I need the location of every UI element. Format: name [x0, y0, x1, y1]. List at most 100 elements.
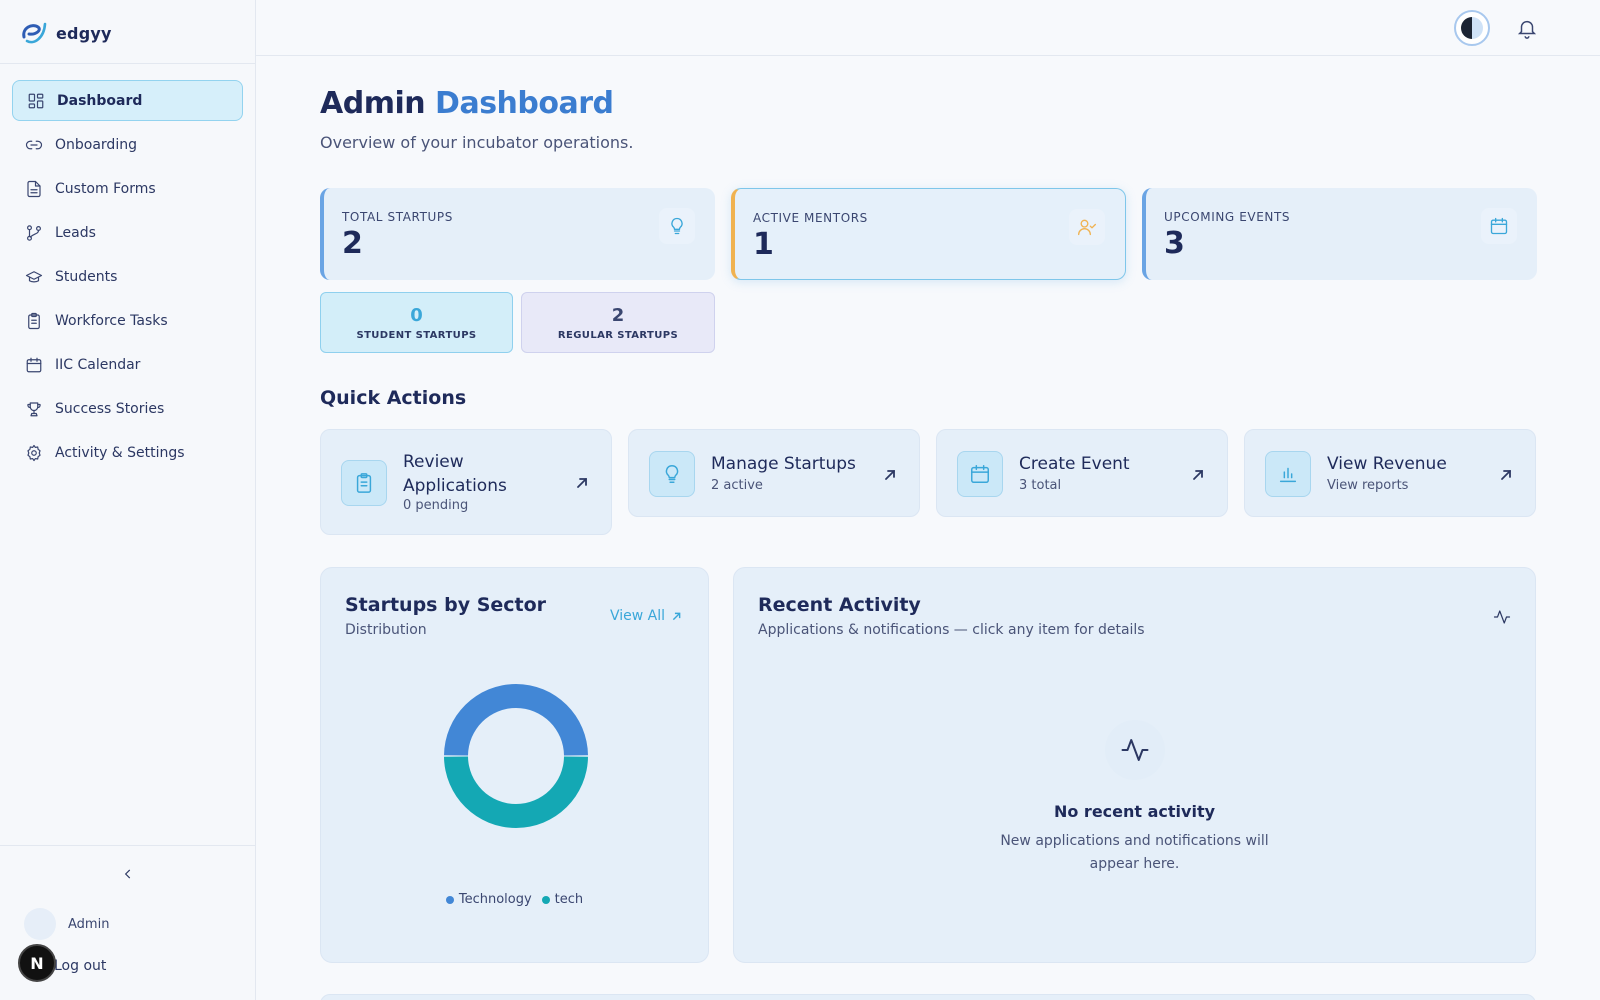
recent-activity-panel: Recent Activity Applications & notificat…	[733, 567, 1536, 963]
calendar-icon	[971, 465, 989, 483]
stat-value: 2	[342, 226, 363, 261]
page-title-accent: Dashboard	[435, 86, 614, 121]
sidebar-item-activity-settings[interactable]: Activity & Settings	[12, 432, 243, 473]
stat-value: 1	[753, 227, 774, 262]
quick-action-create-event[interactable]: Create Event 3 total	[936, 429, 1228, 517]
regular-startups-label: REGULAR STARTUPS	[557, 330, 679, 341]
sidebar-item-label: Leads	[55, 224, 96, 241]
panel-subtitle: Distribution	[345, 622, 427, 638]
legend-item: Technology	[445, 892, 532, 907]
quick-action-icon-wrap	[341, 460, 387, 506]
collapse-sidebar-button[interactable]	[118, 864, 138, 884]
avatar	[24, 908, 56, 940]
stat-label: ACTIVE MENTORS	[753, 211, 868, 225]
stat-card-total-startups[interactable]: TOTAL STARTUPS 2	[320, 188, 715, 280]
view-all-label: View All	[609, 608, 665, 624]
empty-state-text: New applications and notifications will …	[1000, 833, 1269, 872]
arrow-up-right-icon	[1191, 467, 1205, 481]
activity-icon	[1493, 608, 1511, 626]
sidebar-item-label: Dashboard	[57, 92, 143, 109]
quick-action-title: View Revenue	[1327, 454, 1447, 474]
stat-icon-wrap	[1481, 208, 1517, 244]
empty-state-icon	[1104, 720, 1165, 780]
next-panel-edge	[320, 994, 1536, 1000]
trophy-icon	[27, 401, 41, 416]
clipboard-icon	[28, 312, 40, 329]
quick-action-title: Review Applications	[403, 452, 507, 496]
stat-icon-wrap	[659, 208, 695, 244]
regular-startups-card[interactable]: 2 REGULAR STARTUPS	[521, 292, 715, 353]
sidebar-item-dashboard[interactable]: Dashboard	[12, 80, 243, 121]
chevron-left-icon	[124, 869, 131, 879]
bell-icon	[1517, 20, 1537, 39]
panel-title: Startups by Sector	[345, 594, 547, 616]
logout-button[interactable]: Log out	[54, 958, 107, 974]
theme-toggle-button[interactable]	[1454, 10, 1490, 46]
chart-legend: Technology tech	[321, 892, 708, 907]
quick-action-sub: 3 total	[1019, 478, 1062, 493]
page-subtitle: Overview of your incubator operations.	[320, 133, 634, 152]
student-startups-count: 0	[410, 305, 423, 326]
lightbulb-icon	[671, 217, 683, 235]
sidebar-item-label: Students	[55, 268, 118, 285]
stat-icon-wrap	[1069, 209, 1105, 245]
page-title: Admin Dashboard	[320, 86, 614, 121]
quick-action-sub: View reports	[1327, 478, 1409, 493]
legend-label: Technology	[458, 892, 532, 907]
arrow-up-right-icon	[672, 612, 681, 620]
sidebar-item-students[interactable]: Students	[12, 256, 243, 297]
lightbulb-icon	[665, 465, 679, 483]
sidebar-item-custom-forms[interactable]: Custom Forms	[12, 168, 243, 209]
sidebar-item-label: Custom Forms	[55, 180, 156, 197]
donut-slice-technology[interactable]	[444, 683, 588, 756]
empty-state-title: No recent activity	[1053, 802, 1216, 821]
legend-item: tech	[541, 892, 584, 907]
sidebar: edgyy Dashboard Onboarding Custom Forms …	[0, 0, 256, 1000]
stat-card-upcoming-events[interactable]: UPCOMING EVENTS 3	[1142, 188, 1537, 280]
donut-slice-tech[interactable]	[444, 756, 588, 829]
sidebar-item-success-stories[interactable]: Success Stories	[12, 388, 243, 429]
quick-action-manage-startups[interactable]: Manage Startups 2 active	[628, 429, 920, 517]
app-name: edgyy	[56, 23, 112, 43]
gear-icon	[27, 444, 41, 461]
quick-action-view-revenue[interactable]: View Revenue View reports	[1244, 429, 1536, 517]
panel-subtitle: Applications & notifications — click any…	[758, 622, 1145, 638]
view-all-link[interactable]: View All	[610, 608, 682, 624]
activity-pulse-icon	[1121, 739, 1148, 761]
stat-card-active-mentors[interactable]: ACTIVE MENTORS 1	[731, 188, 1126, 280]
page-title-main: Admin	[320, 86, 426, 121]
quick-action-sub: 0 pending	[403, 498, 469, 513]
sidebar-item-onboarding[interactable]: Onboarding	[12, 124, 243, 165]
dev-tools-badge[interactable]: N	[18, 944, 56, 982]
student-startups-card[interactable]: 0 STUDENT STARTUPS	[320, 292, 513, 353]
sidebar-item-leads[interactable]: Leads	[12, 212, 243, 253]
quick-action-review-applications[interactable]: Review Applications 0 pending	[320, 429, 612, 535]
sidebar-item-iic-calendar[interactable]: IIC Calendar	[12, 344, 243, 385]
sidebar-item-label: Onboarding	[55, 136, 137, 153]
panel-title: Recent Activity	[758, 594, 921, 616]
quick-action-icon-wrap	[957, 451, 1003, 497]
sector-donut-chart	[444, 683, 588, 829]
legend-swatch	[541, 895, 550, 904]
user-profile[interactable]: Admin	[24, 908, 109, 940]
sidebar-item-workforce-tasks[interactable]: Workforce Tasks	[12, 300, 243, 341]
link-icon	[25, 140, 43, 149]
quick-action-title: Create Event	[1019, 454, 1130, 474]
sidebar-nav: Dashboard Onboarding Custom Forms Leads …	[12, 80, 243, 476]
legend-label: tech	[554, 892, 584, 907]
bar-chart-icon	[1279, 467, 1297, 483]
contrast-icon	[1461, 17, 1483, 39]
arrow-up-right-icon	[1499, 467, 1513, 481]
calendar-icon	[26, 357, 42, 372]
notifications-button[interactable]	[1516, 17, 1538, 39]
app-logo[interactable]: edgyy	[18, 18, 112, 48]
topbar	[256, 0, 1600, 56]
quick-action-title: Manage Startups	[711, 454, 856, 474]
edgyy-logo-icon	[22, 22, 47, 44]
quick-action-sub: 2 active	[711, 478, 763, 493]
sidebar-item-label: Workforce Tasks	[55, 312, 168, 329]
legend-swatch	[445, 895, 454, 904]
sidebar-bottom-divider	[0, 845, 256, 846]
stat-value: 3	[1164, 226, 1185, 261]
quick-action-icon-wrap	[1265, 451, 1311, 497]
